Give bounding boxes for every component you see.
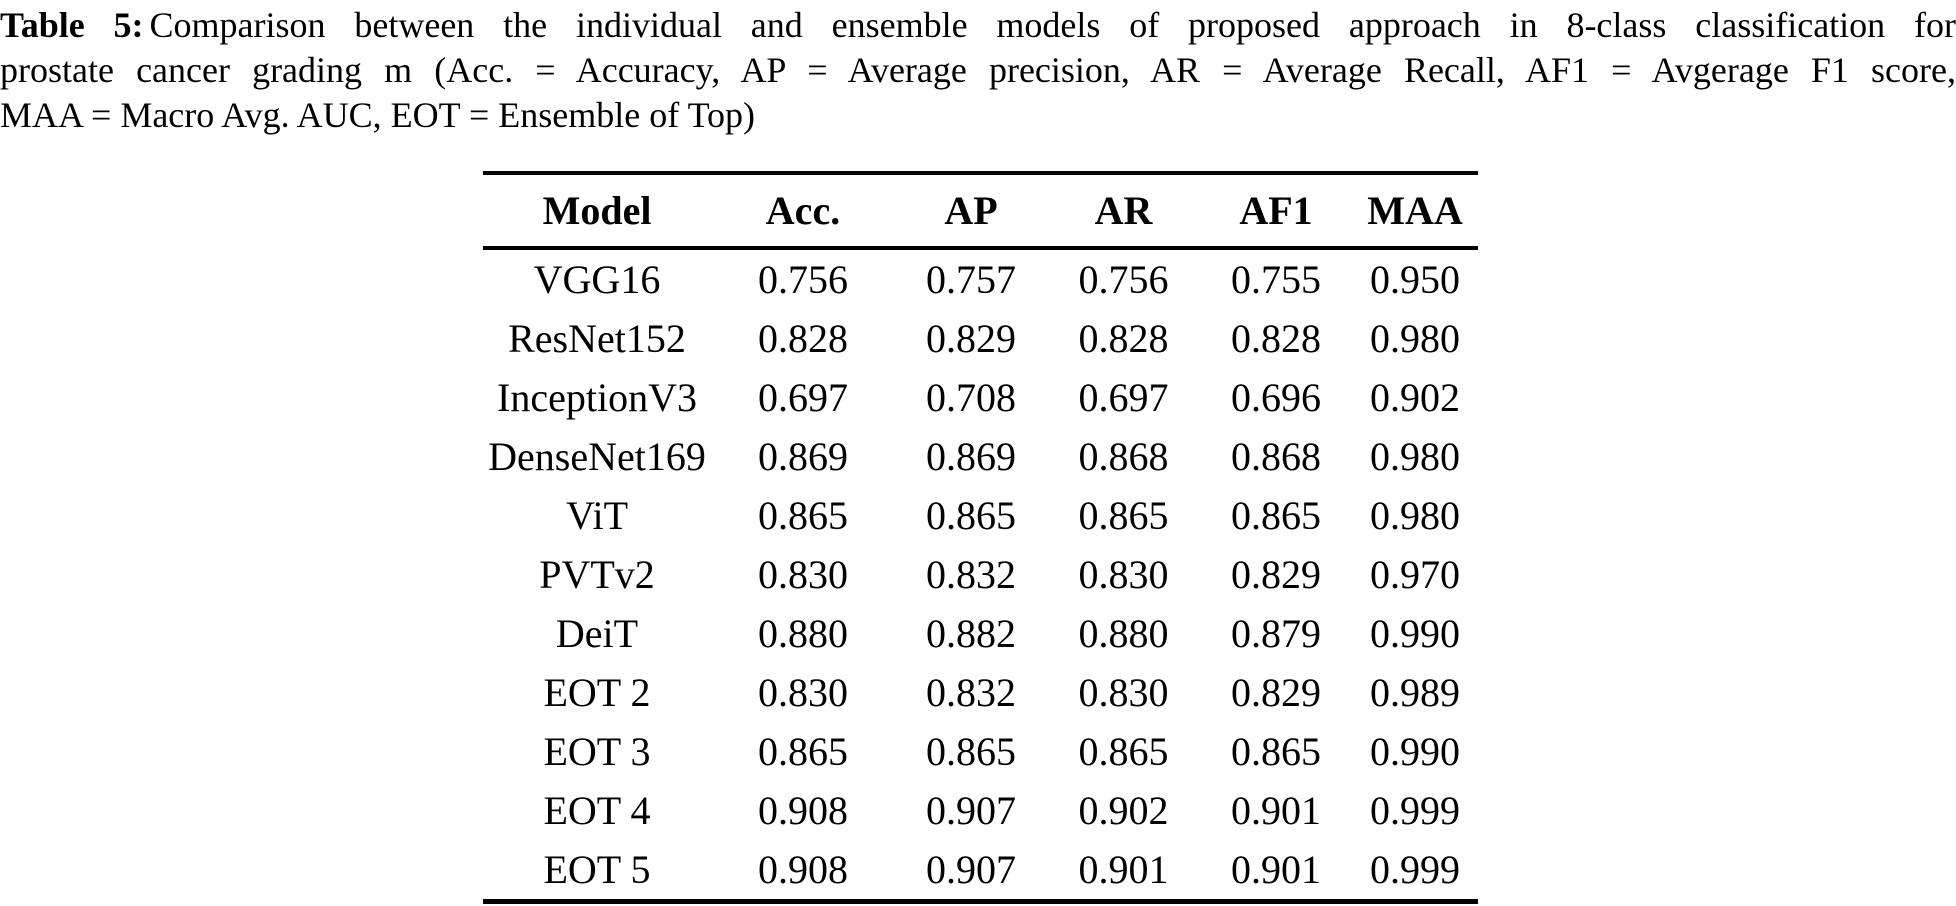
ap-value-cell: 0.907 (926, 847, 1016, 892)
ap-value-cell: 0.757 (926, 257, 1016, 302)
acc-value-cell: 0.865 (758, 729, 848, 774)
column-header-model: Model (483, 173, 711, 250)
maa-value-cell: 0.902 (1370, 375, 1460, 420)
acc-value-cell: 0.908 (758, 788, 848, 833)
af1-value-cell: 0.829 (1231, 552, 1321, 597)
table-row: ViT 0.865 0.865 0.865 0.865 0.980 (483, 486, 1478, 545)
af1-value-cell: 0.879 (1231, 611, 1321, 656)
column-header-maa: MAA (1352, 173, 1478, 250)
caption-line-2: prostate cancer grading m (Acc. = Accura… (0, 50, 1956, 90)
ar-value-cell: 0.868 (1078, 434, 1169, 479)
ar-value-cell: 0.865 (1078, 493, 1169, 538)
caption-line-3: MAA = Macro Avg. AUC, EOT = Ensemble of … (0, 95, 756, 135)
acc-value-cell: 0.880 (758, 611, 848, 656)
table-row: VGG16 0.756 0.757 0.756 0.755 0.950 (483, 248, 1478, 309)
results-table-container: Model Acc. AP AR AF1 MAA VGG16 0.756 0.7… (483, 171, 1478, 904)
maa-value-cell: 0.980 (1370, 434, 1460, 479)
ap-value-cell: 0.832 (926, 552, 1016, 597)
ap-value-cell: 0.882 (926, 611, 1016, 656)
af1-value-cell: 0.865 (1231, 493, 1321, 538)
model-name-cell: ViT (565, 493, 629, 538)
acc-value-cell: 0.697 (758, 375, 848, 420)
model-name-cell: EOT 5 (543, 847, 651, 892)
acc-value-cell: 0.830 (758, 552, 848, 597)
model-name-cell: EOT 4 (543, 788, 651, 833)
acc-value-cell: 0.756 (758, 257, 848, 302)
column-header-ar: AR (1047, 173, 1200, 250)
af1-value-cell: 0.828 (1231, 316, 1321, 361)
model-name-cell: EOT 2 (543, 670, 651, 715)
table-row: ResNet152 0.828 0.829 0.828 0.828 0.980 (483, 309, 1478, 368)
af1-value-cell: 0.868 (1231, 434, 1321, 479)
column-header-acc: Acc. (711, 173, 895, 250)
table-header: Model Acc. AP AR AF1 MAA (483, 173, 1478, 250)
column-header-af1: AF1 (1200, 173, 1352, 250)
maa-value-cell: 0.989 (1370, 670, 1460, 715)
model-name-cell: InceptionV3 (497, 375, 697, 420)
af1-value-cell: 0.755 (1231, 257, 1321, 302)
acc-value-cell: 0.869 (758, 434, 848, 479)
af1-value-cell: 0.901 (1231, 847, 1321, 892)
table-body: VGG16 0.756 0.757 0.756 0.755 0.950 ResN… (483, 248, 1478, 902)
table-caption: Table 5: Comparison between the individua… (0, 3, 1956, 138)
ap-value-cell: 0.829 (926, 316, 1016, 361)
maa-value-cell: 0.999 (1370, 847, 1460, 892)
ar-value-cell: 0.865 (1078, 729, 1169, 774)
maa-value-cell: 0.980 (1370, 316, 1460, 361)
caption-label: Table 5: (0, 5, 144, 45)
ap-value-cell: 0.869 (926, 434, 1016, 479)
ap-value-cell: 0.865 (926, 493, 1016, 538)
results-table: Model Acc. AP AR AF1 MAA VGG16 0.756 0.7… (483, 171, 1478, 904)
model-name-cell: VGG16 (533, 257, 661, 302)
ar-value-cell: 0.830 (1078, 670, 1169, 715)
ap-value-cell: 0.865 (926, 729, 1016, 774)
af1-value-cell: 0.901 (1231, 788, 1321, 833)
af1-value-cell: 0.865 (1231, 729, 1321, 774)
ar-value-cell: 0.828 (1078, 316, 1169, 361)
model-name-cell: DeiT (555, 611, 639, 656)
table-row: DeiT 0.880 0.882 0.880 0.879 0.990 (483, 604, 1478, 663)
ap-value-cell: 0.907 (926, 788, 1016, 833)
acc-value-cell: 0.830 (758, 670, 848, 715)
acc-value-cell: 0.908 (758, 847, 848, 892)
model-name-cell: ResNet152 (508, 316, 686, 361)
acc-value-cell: 0.828 (758, 316, 848, 361)
acc-value-cell: 0.865 (758, 493, 848, 538)
maa-value-cell: 0.970 (1370, 552, 1460, 597)
table-row: EOT 5 0.908 0.907 0.901 0.901 0.999 (483, 840, 1478, 902)
ar-value-cell: 0.902 (1078, 788, 1169, 833)
model-name-cell: DenseNet169 (488, 434, 706, 479)
maa-value-cell: 0.999 (1370, 788, 1460, 833)
model-name-cell: PVTv2 (539, 552, 655, 597)
table-row: EOT 2 0.830 0.832 0.830 0.829 0.989 (483, 663, 1478, 722)
table-row: EOT 4 0.908 0.907 0.902 0.901 0.999 (483, 781, 1478, 840)
header-row: Model Acc. AP AR AF1 MAA (483, 173, 1478, 250)
maa-value-cell: 0.950 (1370, 257, 1460, 302)
ap-value-cell: 0.832 (926, 670, 1016, 715)
ar-value-cell: 0.901 (1078, 847, 1169, 892)
ar-value-cell: 0.880 (1078, 611, 1169, 656)
af1-value-cell: 0.696 (1231, 375, 1321, 420)
table-row: InceptionV3 0.697 0.708 0.697 0.696 0.90… (483, 368, 1478, 427)
ar-value-cell: 0.830 (1078, 552, 1169, 597)
ap-value-cell: 0.708 (926, 375, 1016, 420)
table-row: EOT 3 0.865 0.865 0.865 0.865 0.990 (483, 722, 1478, 781)
maa-value-cell: 0.990 (1370, 611, 1460, 656)
maa-value-cell: 0.990 (1370, 729, 1460, 774)
ar-value-cell: 0.697 (1078, 375, 1169, 420)
caption-line-1: Table 5: Comparison between the individua… (0, 3, 1956, 48)
table-row: DenseNet169 0.869 0.869 0.868 0.868 0.98… (483, 427, 1478, 486)
caption-line-1-text: Comparison between the individual and en… (149, 5, 1956, 45)
table-row: PVTv2 0.830 0.832 0.830 0.829 0.970 (483, 545, 1478, 604)
column-header-ap: AP (895, 173, 1047, 250)
af1-value-cell: 0.829 (1231, 670, 1321, 715)
maa-value-cell: 0.980 (1370, 493, 1460, 538)
ar-value-cell: 0.756 (1078, 257, 1169, 302)
model-name-cell: EOT 3 (543, 729, 651, 774)
